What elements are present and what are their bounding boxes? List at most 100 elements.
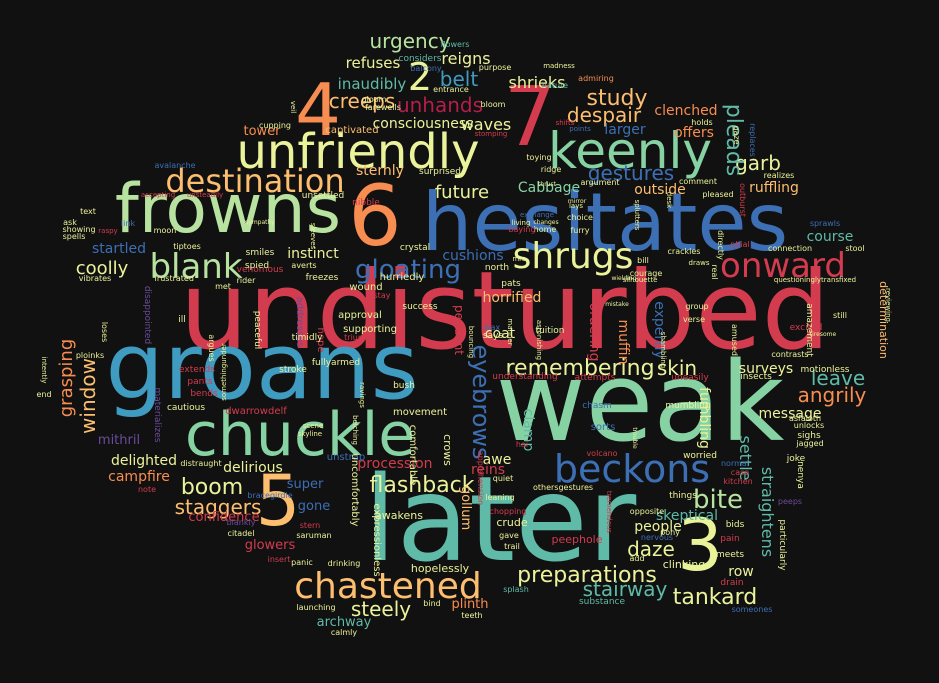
word-wax: wax — [484, 323, 500, 332]
word-ruffling: ruffling — [749, 180, 799, 196]
word-ask: ask — [63, 218, 77, 227]
word-instinct: instinct — [287, 246, 339, 262]
word-procession: procession — [357, 456, 432, 472]
word-excited: excited — [790, 323, 823, 333]
word-ordering: ordering — [586, 303, 602, 362]
word-lays: lays — [569, 202, 583, 210]
word-sleeves: sleeves — [309, 223, 317, 250]
word-averts: averts — [291, 261, 316, 270]
word-chuckle: chuckle — [185, 400, 415, 470]
word-stairway: stairway — [583, 577, 668, 601]
word-particularly: particularly — [777, 519, 787, 571]
word-accepting: accepting — [141, 191, 175, 199]
word-nenya: nenya — [795, 461, 805, 489]
word-frowns: frowns — [115, 170, 341, 249]
word-worried: worried — [683, 451, 717, 461]
word-4: 4 — [295, 68, 341, 152]
word-later: later — [364, 450, 637, 588]
word-outside: outside — [634, 182, 686, 198]
word-considers: considers — [399, 54, 442, 64]
word-horrified: horrified — [483, 290, 542, 306]
word-mithril: mithril — [98, 433, 140, 448]
word-othersgestures: othersgestures — [533, 483, 593, 492]
word-archway: archway — [317, 615, 372, 630]
word-link: link — [121, 219, 136, 228]
word-shambling: shambling — [659, 332, 667, 368]
word-drinking: drinking — [328, 559, 361, 568]
word-surprised: surprised — [419, 167, 461, 177]
word-real: real — [710, 264, 719, 279]
word-bush: bush — [393, 381, 415, 391]
word-blank: blank — [149, 247, 242, 287]
word-bracegirdle: bracegirdle — [247, 491, 292, 500]
word-smiles: smiles — [246, 248, 275, 258]
word-angrily: angrily — [798, 383, 867, 407]
word-replaces: replaces — [748, 123, 757, 157]
word-splash: splash — [503, 585, 529, 594]
word-pendant: pendant — [452, 305, 466, 355]
word-connection: connection — [768, 244, 812, 253]
word-people: people — [634, 519, 681, 535]
word-courage: courage — [630, 269, 663, 278]
word-coat: coat — [485, 326, 516, 342]
word-loses: loses — [100, 322, 109, 342]
word-disappointed: disappointed — [142, 286, 152, 344]
word-amazement: amazement — [804, 303, 814, 357]
word-outburst: outburst — [738, 183, 747, 217]
word-clenched: clenched — [654, 103, 717, 119]
word-weak: weak — [496, 338, 785, 466]
word-future: future — [435, 182, 489, 203]
word-spied: spied — [245, 261, 269, 271]
word-rider: rider — [237, 276, 257, 285]
word-skeptical: skeptical — [656, 508, 718, 524]
word-cupping: cupping — [259, 121, 291, 130]
word-frustrated: frustrated — [154, 274, 194, 283]
word-beckons: beckons — [554, 447, 710, 491]
word-entrance: entrance — [433, 85, 469, 94]
word-joke: joke — [786, 454, 806, 464]
word-draws: draws — [689, 259, 710, 267]
word-delirious: delirious — [223, 460, 283, 476]
word-normal: normal — [721, 459, 749, 468]
word-exchange: exchange — [520, 211, 554, 219]
word-skyline: skyline — [298, 430, 322, 438]
word-clamp: clamp — [520, 409, 536, 452]
word-asfaloth: asfaloth — [789, 414, 821, 423]
word-success: success — [402, 302, 438, 312]
word-spells: spells — [63, 232, 86, 241]
word-distraught: distraught — [180, 459, 221, 468]
word-verse: verse — [683, 315, 705, 324]
word-uncomfortably: uncomfortably — [349, 454, 360, 527]
word-nibble: nibble — [352, 198, 380, 208]
word-super: super — [287, 477, 324, 492]
word-7: 7 — [504, 70, 556, 165]
word-message: message — [759, 406, 822, 422]
word-belt: belt — [440, 67, 479, 91]
word-fullyarmed: fullyarmed — [312, 358, 360, 368]
word-keenly: keenly — [548, 122, 712, 180]
word-straightens: straightens — [758, 467, 777, 557]
word-crows: crows — [441, 434, 454, 466]
word-quiet: quiet — [493, 474, 513, 483]
word-veil: veil — [289, 101, 297, 113]
word-gaze: gaze — [732, 125, 741, 144]
word-tuition: tuition — [536, 326, 565, 336]
word-points: points — [569, 125, 591, 133]
word-reins: reins — [471, 462, 505, 478]
word-awe: awe — [483, 452, 512, 468]
word-skin: skin — [657, 356, 697, 380]
word-gloating: gloating — [355, 255, 461, 285]
word-baying: baying — [508, 225, 535, 234]
word-shrieks: shrieks — [509, 73, 566, 92]
word-bids: bids — [726, 520, 745, 530]
word-sympathy: sympathy — [245, 219, 275, 226]
word-manner: manner — [506, 318, 514, 345]
word-text: text — [80, 207, 96, 216]
word-ploinks: ploinks — [76, 351, 104, 360]
word-understanding: understanding — [492, 372, 557, 382]
word-campfire: campfire — [108, 469, 170, 485]
word-despair: despair — [567, 103, 642, 127]
word-grasping: grasping — [56, 339, 77, 418]
word-sorts: sorts — [591, 422, 616, 433]
